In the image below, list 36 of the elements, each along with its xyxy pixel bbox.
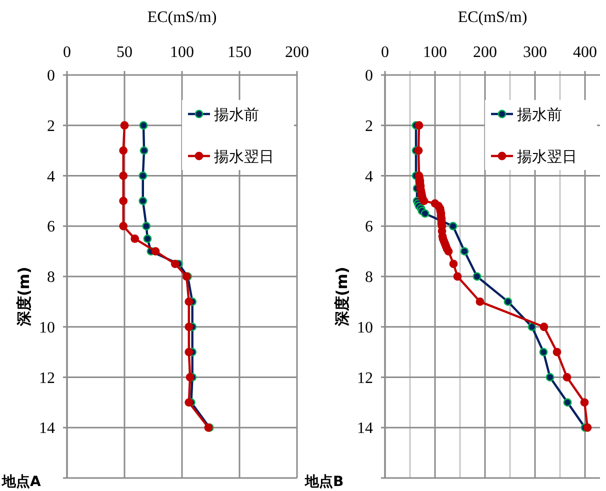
legend-label: 揚水翌日 [214,147,274,166]
y-tick-label: 12 [39,370,55,387]
y-tick-label: 6 [47,218,55,236]
x-tick-label: 0 [63,44,71,61]
text: 地点A [1,474,41,490]
legend-label: 揚水翌日 [517,147,577,166]
y-tick-label: 14 [39,420,55,438]
y-tick-label: 0 [365,68,373,85]
x-tick-label: 100 [423,44,447,61]
x-tick-label: 300 [523,44,547,61]
y-tick-label: 12 [357,370,373,387]
y-tick-label: 14 [357,420,373,438]
legend-label: 揚水前 [517,105,562,124]
y-axis-title: 深度(m) [333,266,351,328]
y-tick-label: 2 [47,118,55,135]
y-tick-label: 4 [47,168,55,186]
x-tick-label: 200 [473,44,497,61]
y-tick-label: 8 [47,269,55,286]
y-tick-label: 10 [357,319,373,336]
y-tick-label: 4 [365,168,373,186]
y-tick-label: 2 [365,118,373,135]
x-tick-label: 150 [228,44,252,61]
text: 地点B [304,474,344,490]
y-tick-label: 0 [47,68,55,85]
x-tick-label: 400 [573,44,597,61]
x-tick-label: 200 [285,44,309,61]
y-tick-label: 8 [365,269,373,286]
x-axis-title: EC(mS/m) [458,9,528,26]
y-tick-label: 10 [39,319,55,336]
y-axis-title: 深度(m) [15,266,33,328]
x-tick-label: 100 [170,44,194,61]
x-tick-label: 0 [381,44,389,61]
x-tick-label: 50 [116,44,132,61]
x-axis-title: EC(mS/m) [147,9,217,26]
legend-label: 揚水前 [214,105,259,124]
y-tick-label: 6 [365,218,373,236]
